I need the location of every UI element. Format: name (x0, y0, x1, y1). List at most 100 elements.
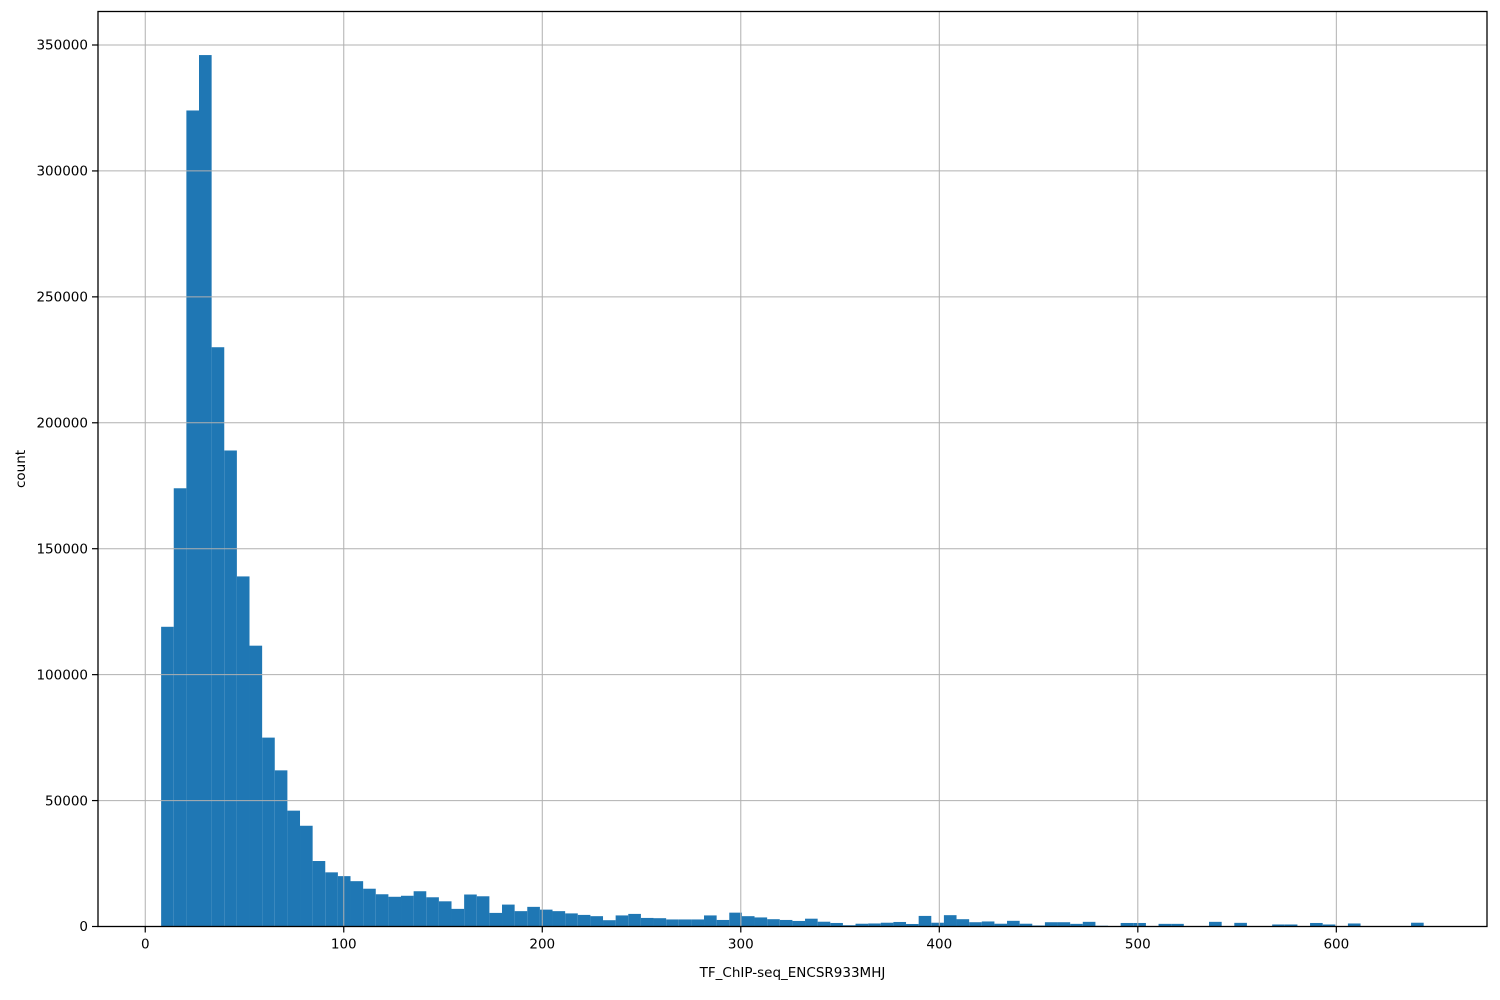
histogram-bar (868, 923, 881, 927)
y-tick-label: 250000 (36, 290, 88, 306)
histogram-bar (767, 919, 780, 927)
histogram-bar (514, 911, 528, 927)
histogram-bar (375, 894, 389, 927)
histogram-bar (350, 881, 364, 927)
histogram-bar (792, 920, 806, 927)
histogram-bar (186, 110, 200, 927)
histogram-bar (1019, 923, 1033, 927)
histogram-bar (603, 920, 616, 927)
ticks-group: 0 100 200 300 400 500 600 0 50000 100000 150000 200… (36, 38, 1349, 953)
histogram-bar (552, 911, 566, 927)
histogram-bar (628, 913, 641, 927)
plot-border (97, 10, 1488, 928)
x-tick-label: 100 (331, 937, 357, 953)
histogram-bar (1082, 921, 1096, 927)
x-tick-label: 300 (728, 937, 754, 953)
histogram-bar (426, 897, 439, 927)
histogram-bar (1171, 923, 1184, 927)
histogram-bar (1234, 922, 1247, 927)
histogram-bar (918, 915, 932, 927)
histogram-bar (539, 909, 553, 927)
x-tick-label: 400 (926, 937, 952, 953)
histogram-bar (363, 888, 376, 927)
histogram-bar (413, 891, 427, 927)
histogram-bar (1120, 922, 1134, 927)
histogram-bar (981, 921, 995, 927)
histogram-bar (401, 895, 414, 927)
x-axis-label: TF_ChIP-seq_ENCSR933MHJ (699, 965, 886, 981)
y-tick-label: 350000 (36, 38, 88, 54)
grid-group (98, 11, 1487, 927)
bars-group (161, 55, 1424, 927)
y-tick-label: 0 (79, 919, 88, 935)
histogram-bar (1158, 923, 1172, 927)
histogram-bar (855, 923, 869, 927)
histogram-bar (451, 908, 465, 927)
histogram-bar (741, 916, 755, 927)
histogram-bar (956, 919, 970, 927)
histogram-bar (640, 917, 654, 927)
histogram-bar (161, 626, 174, 927)
histogram-bar (704, 915, 717, 927)
x-tick-label: 600 (1323, 937, 1349, 953)
histogram-bar (994, 923, 1008, 927)
histogram-bar (969, 922, 982, 927)
histogram-bar (590, 916, 604, 927)
histogram-bar (489, 912, 503, 927)
histogram-bar (729, 912, 742, 927)
histogram-bar (716, 919, 730, 927)
histogram-bar (287, 810, 301, 927)
histogram-bar (931, 922, 944, 927)
histogram-bar (817, 921, 831, 927)
histogram-bar (1411, 922, 1424, 927)
histogram-bar (678, 919, 692, 927)
histogram-bar (906, 923, 919, 927)
histogram-bar (249, 645, 263, 927)
histogram-bar (565, 913, 578, 927)
histogram-bar (211, 347, 225, 927)
histogram-bar (1209, 921, 1222, 927)
y-tick-label: 300000 (36, 164, 88, 180)
histogram-bar (1347, 923, 1361, 927)
histogram-bar (476, 896, 490, 927)
histogram-bar (830, 922, 843, 927)
histogram-bar (943, 915, 957, 927)
histogram-bar (893, 921, 907, 927)
histogram-bar (779, 919, 793, 927)
axes-spine (97, 10, 1488, 928)
histogram-bar (438, 901, 452, 927)
histogram-bar (691, 919, 705, 927)
histogram-bar (805, 918, 818, 927)
histogram-bar (615, 915, 629, 927)
histogram-bar (199, 55, 212, 927)
x-tick-label: 200 (529, 937, 555, 953)
histogram-bar (1272, 924, 1285, 927)
y-tick-label: 200000 (36, 415, 88, 431)
x-tick-label: 500 (1125, 937, 1151, 953)
histogram-bar (666, 919, 679, 927)
histogram-bar (1133, 922, 1146, 927)
histogram-bar (1322, 924, 1336, 927)
histogram-bar (236, 576, 250, 927)
histogram-bar (173, 488, 187, 927)
y-tick-label: 50000 (45, 793, 88, 809)
histogram-bar (274, 770, 288, 927)
histogram-bar (577, 914, 591, 927)
histogram-bar (1044, 922, 1058, 927)
histogram-bar (224, 450, 237, 927)
y-axis-label: count (13, 450, 29, 488)
histogram-bar (754, 917, 768, 927)
histogram-bar (262, 737, 275, 927)
x-tick-label: 0 (141, 937, 150, 953)
histogram-bar (502, 904, 515, 927)
histogram-bar (1310, 922, 1323, 927)
histogram-bar (1070, 923, 1083, 927)
histogram-bar (312, 861, 326, 927)
histogram-bar (880, 922, 894, 927)
histogram-bar (1284, 924, 1298, 927)
histogram-bar (1007, 920, 1020, 927)
y-tick-label: 150000 (36, 541, 88, 557)
y-tick-label: 100000 (36, 667, 88, 683)
